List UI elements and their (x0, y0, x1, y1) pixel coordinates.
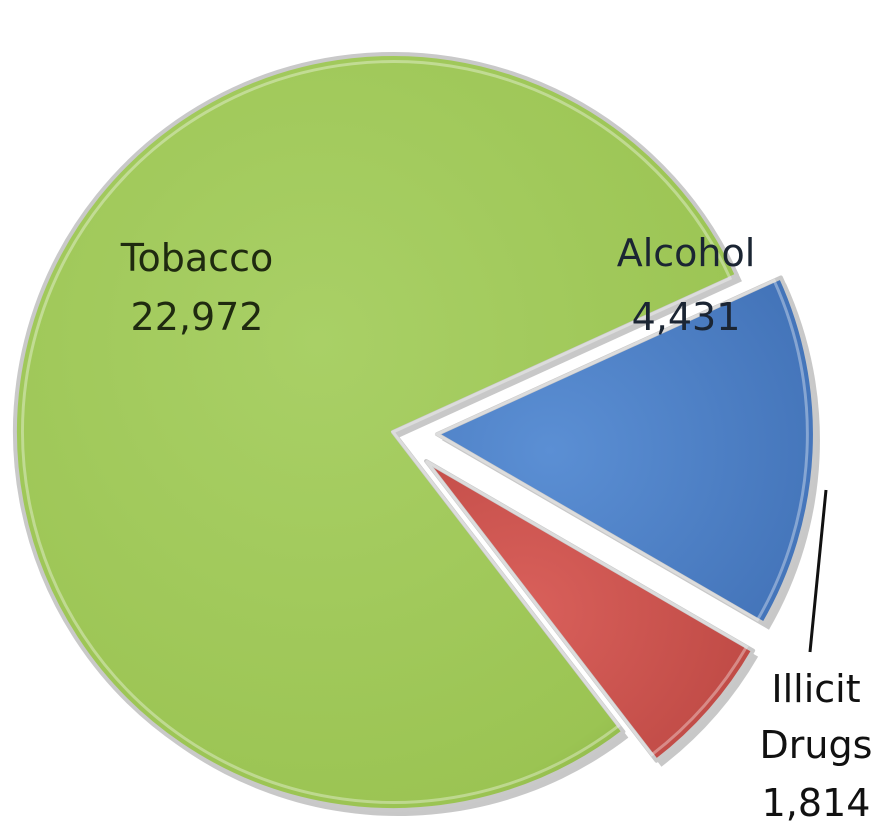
leader-line-illicit-drugs (808, 489, 828, 653)
slice-value-tobacco: 22,972 (131, 295, 264, 339)
slice-value-alcohol: 4,431 (632, 295, 741, 339)
pie-slice-illicit-drugs (424, 459, 756, 763)
slices-layer (13, 52, 820, 817)
slice-label-illicit-line1: Illicit (771, 667, 860, 711)
slice-label-tobacco: Tobacco (120, 236, 273, 280)
pie-slice-tobacco (13, 52, 739, 812)
pie-slice-alcohol (434, 275, 817, 626)
slice-bevel-alcohol (433, 278, 809, 622)
slice-label-alcohol: Alcohol (617, 231, 756, 275)
labels-layer: Tobacco 22,972 Alcohol 4,431 Illicit Dru… (120, 231, 873, 825)
slice-value-illicit-drugs: 1,814 (762, 781, 871, 825)
slice-label-illicit-line2: Drugs (760, 723, 873, 767)
slice-bevel-tobacco (21, 60, 733, 804)
slice-bevel-illicit-drugs (424, 459, 749, 757)
